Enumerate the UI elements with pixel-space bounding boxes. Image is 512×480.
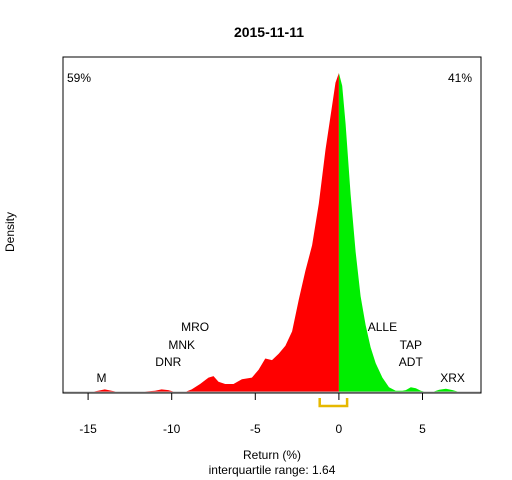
ticker-label-mnk: MNK — [168, 338, 195, 352]
pct-positive: 41% — [448, 71, 472, 85]
positive-return-area — [338, 73, 460, 392]
x-axis-label: Return (%) — [243, 448, 301, 462]
x-tick-label: 0 — [336, 422, 343, 436]
iqr-caption: interquartile range: 1.64 — [209, 463, 336, 477]
y-axis-label: Density — [3, 212, 17, 252]
x-axis: -15 -10 -5 0 5 — [79, 392, 426, 436]
ticker-label-adt: ADT — [399, 355, 424, 369]
density-area — [91, 73, 460, 392]
chart-title: 2015-11-11 — [234, 24, 304, 40]
iqr-bracket-line — [318, 398, 349, 408]
x-tick-label: -15 — [79, 422, 97, 436]
ticker-label-dnr: DNR — [155, 355, 181, 369]
negative-return-area — [91, 73, 339, 392]
x-tick-label: 5 — [419, 422, 426, 436]
ticker-label-mro: MRO — [181, 320, 209, 334]
ticker-label-alle: ALLE — [368, 320, 397, 334]
ticker-label-tap: TAP — [400, 338, 422, 352]
x-tick-label: -10 — [163, 422, 181, 436]
x-tick-label: -5 — [250, 422, 261, 436]
ticker-label-xrx: XRX — [440, 371, 465, 385]
ticker-label-m: M — [97, 371, 107, 385]
iqr-bracket — [318, 398, 349, 408]
pct-negative: 59% — [67, 71, 91, 85]
